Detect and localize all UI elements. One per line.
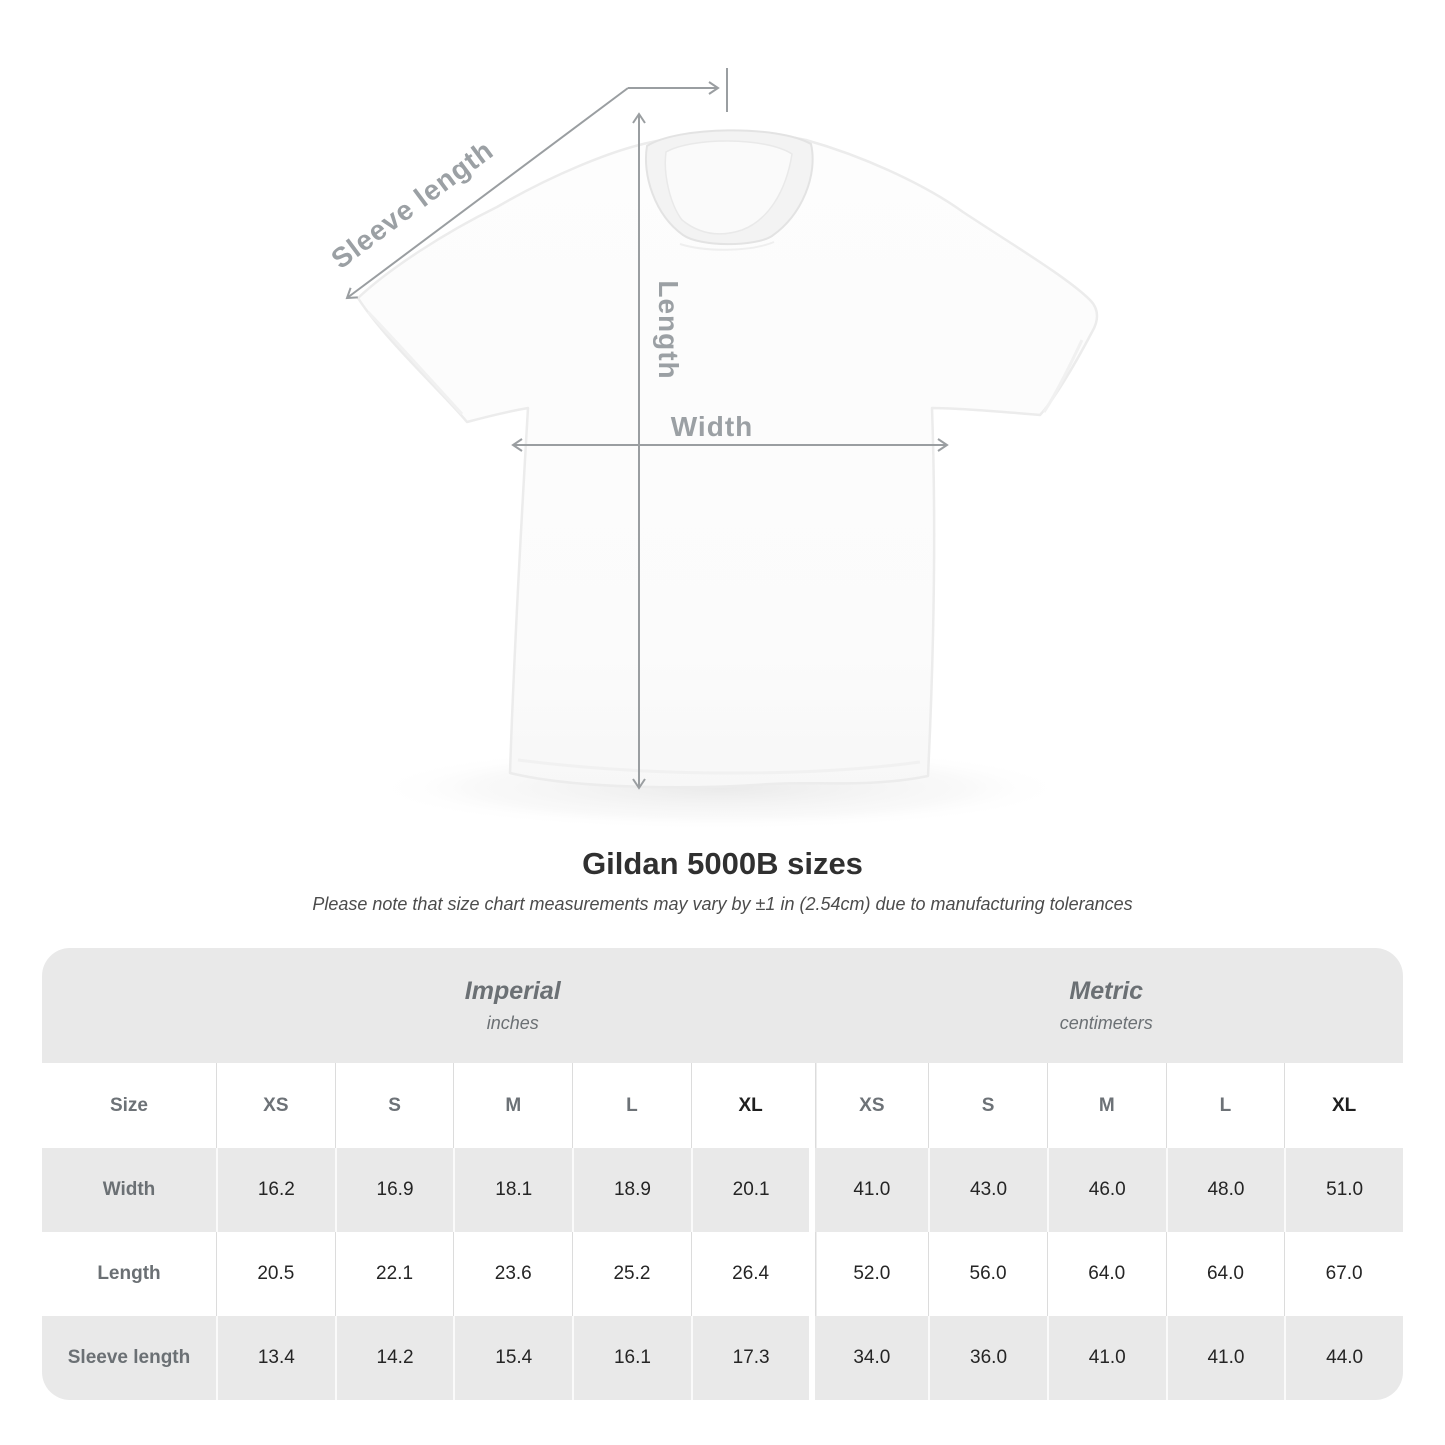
size-header-cell-xl: XL — [690, 1063, 810, 1148]
hem-fold — [517, 758, 921, 775]
value-cell: 51.0 — [1284, 1148, 1403, 1232]
value-cell: 34.0 — [809, 1316, 929, 1400]
value-cell: 16.1 — [572, 1316, 691, 1400]
value-cell: 36.0 — [928, 1316, 1047, 1400]
size-header-cell-s: S — [928, 1063, 1047, 1148]
group-header-imperial: Imperial inches — [216, 948, 810, 1063]
size-header-cell-l: L — [572, 1063, 691, 1148]
value-cell: 41.0 — [1046, 1316, 1166, 1400]
value-cell: 14.2 — [334, 1316, 454, 1400]
size-header-cell-l: L — [1165, 1063, 1285, 1148]
size-header-cell-xl: XL — [1284, 1063, 1403, 1148]
size-header-cell-xs: XS — [216, 1063, 335, 1148]
left-cuff-fold — [366, 310, 464, 416]
group-band-corner — [42, 948, 216, 1063]
length-label: Length — [653, 280, 684, 379]
value-cell: 26.4 — [690, 1232, 810, 1316]
row-label: Sleeve length — [42, 1316, 216, 1400]
value-cell: 18.1 — [453, 1148, 573, 1232]
value-cell: 23.6 — [453, 1232, 573, 1316]
sleeve-measure-diagonal — [345, 87, 629, 300]
size-chart-title: Gildan 5000B sizes — [582, 846, 863, 881]
row-label: Width — [42, 1148, 216, 1232]
tshirt-collar-inner — [664, 140, 793, 235]
value-cell: 17.3 — [690, 1316, 810, 1400]
value-cell: 43.0 — [928, 1148, 1047, 1232]
value-cell: 67.0 — [1284, 1232, 1403, 1316]
value-cell: 18.9 — [572, 1148, 691, 1232]
right-cuff-fold — [1042, 339, 1084, 413]
group-unit: centimeters — [1059, 1013, 1153, 1033]
tshirt-body — [356, 131, 1099, 789]
value-cell: 56.0 — [928, 1232, 1047, 1316]
value-cell: 13.4 — [216, 1316, 335, 1400]
value-cell: 64.0 — [1046, 1232, 1166, 1316]
value-cell: 15.4 — [453, 1316, 573, 1400]
value-cell: 16.9 — [334, 1148, 454, 1232]
collar-seam — [679, 241, 775, 251]
size-table: Imperial inches Metric centimeters Size XS S M L… — [42, 948, 1403, 1400]
group-unit: inches — [486, 1013, 539, 1033]
value-cell: 52.0 — [809, 1232, 929, 1316]
value-cell: 41.0 — [1165, 1316, 1285, 1400]
value-cell: 44.0 — [1284, 1316, 1403, 1400]
value-cell: 22.1 — [334, 1232, 454, 1316]
size-column-header: Size — [42, 1063, 216, 1148]
value-cell: 16.2 — [216, 1148, 335, 1232]
value-cell: 46.0 — [1046, 1148, 1166, 1232]
value-cell: 20.1 — [690, 1148, 810, 1232]
value-cell: 64.0 — [1165, 1232, 1285, 1316]
row-label: Length — [42, 1232, 216, 1316]
size-chart-subtitle: Please note that size chart measurements… — [312, 894, 1133, 914]
value-cell: 20.5 — [216, 1232, 335, 1316]
size-header-cell-m: M — [1046, 1063, 1166, 1148]
tshirt-measurement-diagram: Sleeve length Length Width — [325, 68, 1099, 830]
value-cell: 41.0 — [809, 1148, 929, 1232]
size-header-cell-xs: XS — [809, 1063, 929, 1148]
group-name: Imperial — [464, 977, 561, 1005]
value-cell: 25.2 — [572, 1232, 691, 1316]
width-label: Width — [671, 411, 754, 442]
size-header-cell-s: S — [334, 1063, 454, 1148]
group-name: Metric — [1069, 977, 1144, 1005]
value-cell: 48.0 — [1165, 1148, 1285, 1232]
group-header-metric: Metric centimeters — [809, 948, 1403, 1063]
size-header-cell-m: M — [453, 1063, 573, 1148]
